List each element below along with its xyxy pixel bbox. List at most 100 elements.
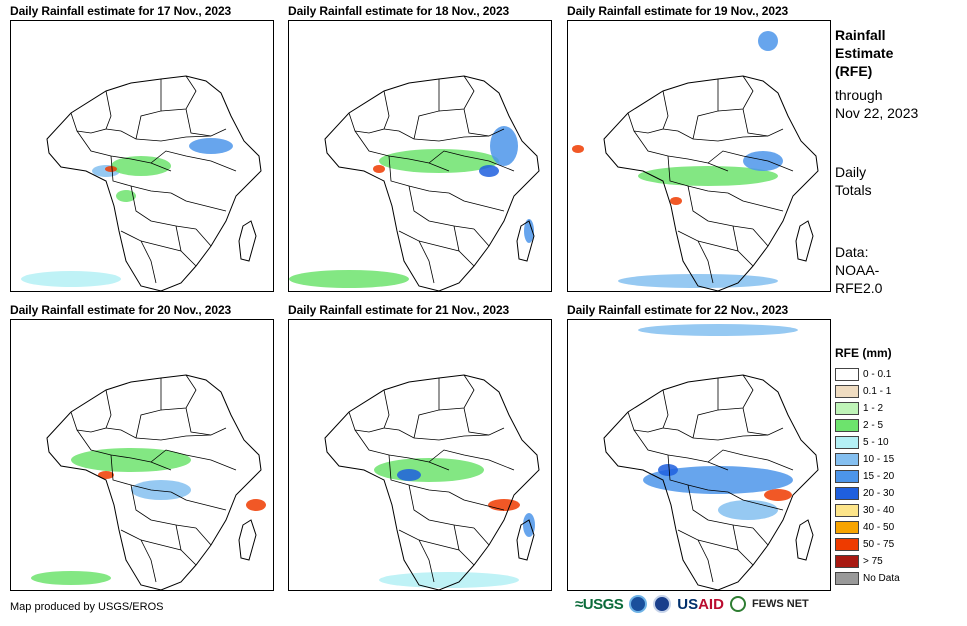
country-border (140, 240, 197, 267)
country-border (170, 491, 227, 511)
heading-line: Rainfall (835, 27, 886, 43)
country-border (438, 75, 475, 112)
country-border (120, 529, 157, 583)
legend-item: 10 - 15 (835, 451, 900, 468)
daily-line: Daily (835, 164, 867, 180)
rainfall-map (567, 319, 831, 591)
legend-label: 50 - 75 (863, 539, 895, 550)
panel-title: Daily Rainfall estimate for 20 Nov., 202… (10, 303, 232, 317)
rainfall-area (397, 469, 421, 481)
rfe-legend: RFE (mm) 0 - 0.1 0.1 - 1 1 - 2 2 - 5 5 - 10 1… (835, 346, 900, 587)
rainfall-area (758, 31, 778, 51)
country-border (448, 491, 505, 511)
rainfall-map (10, 20, 274, 292)
daily-line: Totals (835, 182, 872, 198)
country-border (354, 429, 450, 471)
country-border (463, 407, 490, 436)
rainfall-area (638, 324, 798, 336)
rainfall-area (31, 571, 111, 585)
country-border (70, 90, 112, 134)
legend-swatch (835, 572, 859, 585)
africa-coastline (603, 374, 819, 590)
panel-title: Daily Rainfall estimate for 22 Nov., 202… (567, 303, 789, 317)
country-border (717, 374, 754, 411)
rainfall-map (288, 319, 552, 591)
country-border (687, 185, 754, 230)
country-border (627, 90, 669, 134)
country-border (150, 150, 237, 172)
rainfall-area (764, 489, 792, 501)
fews-net-logo: FEWS NET (751, 598, 809, 610)
legend-label: 15 - 20 (863, 471, 895, 482)
rainfall-area (111, 156, 171, 176)
legend-swatch (835, 419, 859, 432)
country-border (170, 192, 227, 212)
legend-item: 0 - 0.1 (835, 366, 900, 383)
country-border (473, 527, 490, 546)
country-border (76, 429, 172, 471)
country-border (185, 407, 212, 436)
legend-swatch (835, 555, 859, 568)
madagascar-outline (516, 220, 535, 262)
legend-rows: 0 - 0.1 0.1 - 1 1 - 2 2 - 5 5 - 10 10 - 15 15 … (835, 366, 900, 587)
country-border (130, 185, 197, 230)
rainfall-area (105, 166, 117, 172)
legend-swatch (835, 538, 859, 551)
legend-label: No Data (863, 573, 900, 584)
panel-title: Daily Rainfall estimate for 21 Nov., 202… (288, 303, 510, 317)
africa-coastline (46, 75, 262, 291)
legend-swatch (835, 436, 859, 449)
legend-label: 1 - 2 (863, 403, 884, 414)
map-svg (324, 374, 540, 590)
country-border (692, 378, 719, 439)
country-border (707, 150, 794, 172)
country-border (662, 128, 784, 142)
madagascar-outline (238, 220, 257, 262)
legend-label: 40 - 50 (863, 522, 895, 533)
country-border (752, 527, 769, 546)
country-border (135, 79, 162, 140)
side-data-source: Data: NOAA- RFE2.0 (835, 243, 882, 297)
legend-swatch (835, 385, 859, 398)
map-svg (21, 75, 262, 291)
country-border (135, 378, 162, 439)
data-line: RFE2.0 (835, 280, 883, 296)
rainfall-map (567, 20, 831, 292)
country-border (677, 230, 714, 284)
country-border (742, 407, 769, 436)
country-border (383, 128, 505, 142)
rainfall-area (638, 166, 778, 186)
country-border (473, 228, 490, 247)
legend-label: 30 - 40 (863, 505, 895, 516)
country-border (408, 484, 475, 529)
rainfall-area (490, 126, 518, 166)
country-border (697, 240, 754, 267)
legend-swatch (835, 504, 859, 517)
rainfall-area (131, 480, 191, 500)
rainfall-area (670, 197, 682, 205)
legend-label: > 75 (863, 556, 883, 567)
rainfall-area (21, 271, 121, 287)
country-border (383, 427, 505, 441)
map-credit: Map produced by USGS/EROS (10, 601, 164, 613)
country-border (448, 192, 505, 212)
country-border (398, 529, 435, 583)
country-border (692, 79, 719, 140)
legend-swatch (835, 521, 859, 534)
rainfall-area (718, 500, 778, 520)
rainfall-area (618, 274, 778, 288)
legend-swatch (835, 470, 859, 483)
legend-label: 0 - 0.1 (863, 369, 892, 380)
country-border (707, 449, 794, 471)
country-border (697, 539, 754, 566)
country-border (687, 484, 754, 529)
rainfall-area (379, 149, 499, 173)
country-border (742, 108, 769, 137)
panel-title: Daily Rainfall estimate for 19 Nov., 202… (567, 4, 789, 18)
rainfall-area (116, 190, 136, 202)
country-border (677, 529, 714, 583)
africa-coastline (324, 75, 540, 291)
legend-title: RFE (mm) (835, 346, 892, 360)
legend-item: 0.1 - 1 (835, 383, 900, 400)
country-border (727, 491, 784, 511)
